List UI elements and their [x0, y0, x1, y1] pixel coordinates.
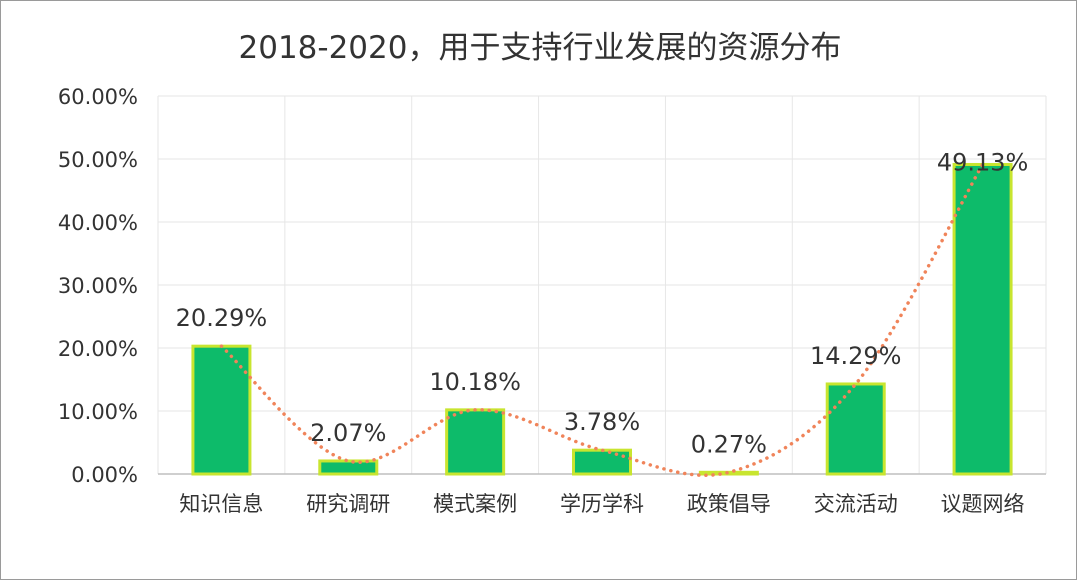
data-label: 20.29% — [176, 304, 268, 332]
y-tick-label: 0.00% — [71, 463, 138, 487]
bar — [952, 162, 1013, 476]
y-tick-label: 40.00% — [58, 211, 138, 235]
labels-layer: 0.00% 10.00% 20.00% 30.00% 40.00% 50.00% 60.00… — [58, 85, 1028, 516]
bar — [318, 459, 379, 476]
data-label: 3.78% — [564, 408, 640, 436]
x-category-label: 学历学科 — [560, 492, 644, 516]
x-category-label: 议题网络 — [941, 492, 1025, 516]
x-category-label: 交流活动 — [814, 492, 898, 516]
y-tick-label: 20.00% — [58, 337, 138, 361]
x-category-label: 研究调研 — [306, 492, 390, 516]
trendline — [219, 162, 985, 477]
bar — [572, 448, 632, 476]
x-category-label: 知识信息 — [179, 492, 263, 516]
data-label: 0.27% — [691, 430, 767, 458]
trendline-layer — [219, 162, 985, 477]
bar — [825, 382, 886, 476]
chart-title: 2018-2020，用于支持行业发展的资源分布 — [238, 30, 842, 66]
y-tick-label: 60.00% — [58, 85, 138, 109]
y-tick-label: 10.00% — [58, 400, 138, 424]
x-category-label: 模式案例 — [433, 492, 517, 516]
bar — [698, 470, 759, 476]
y-tick-label: 50.00% — [58, 148, 138, 172]
bar — [445, 408, 506, 476]
x-category-label: 政策倡导 — [687, 492, 771, 516]
data-label: 2.07% — [310, 419, 386, 447]
data-label: 10.18% — [429, 368, 521, 396]
y-tick-label: 30.00% — [58, 274, 138, 298]
data-label: 14.29% — [810, 342, 902, 370]
data-label: 49.13% — [937, 148, 1029, 176]
